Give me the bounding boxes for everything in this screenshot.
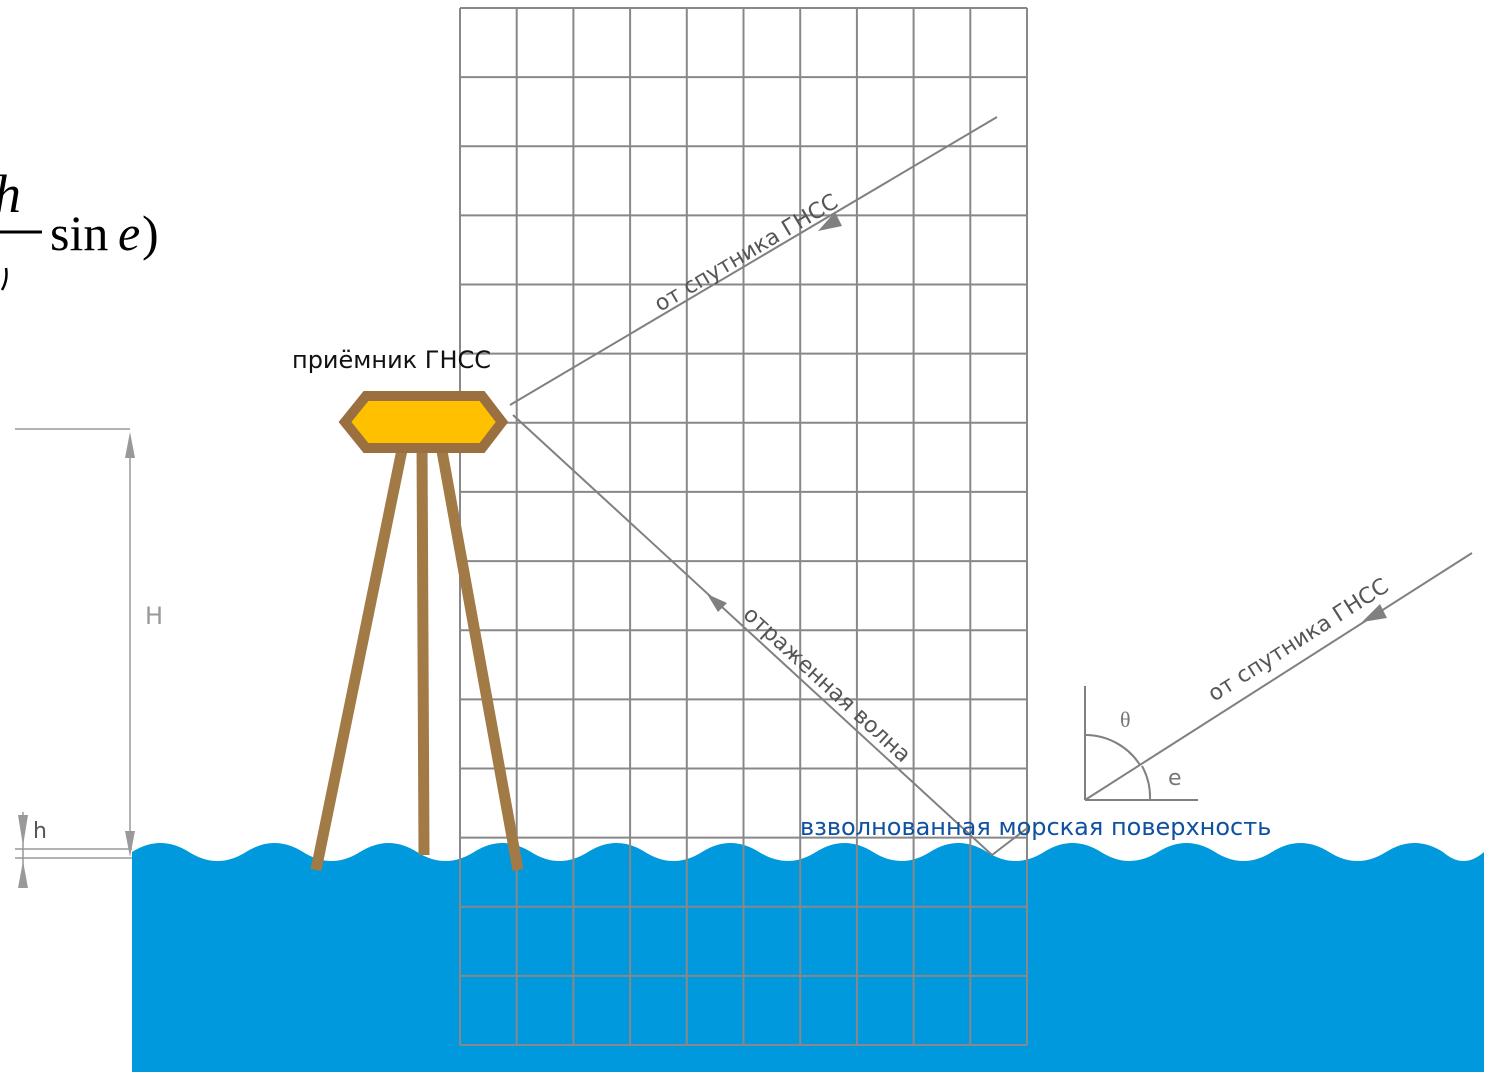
angle-e-arc <box>1141 765 1152 801</box>
ray-direct-upper-arrow <box>818 212 842 231</box>
formula-paren: ) <box>142 205 159 261</box>
formula-h: h <box>0 164 21 224</box>
tripod <box>310 438 524 872</box>
tripod-leg-left <box>310 438 410 872</box>
tripod-leg-middle <box>416 439 430 856</box>
ray-reflected <box>512 414 1031 857</box>
dimension-H-arrow-top <box>125 432 135 458</box>
tripod-leg-right <box>434 439 524 871</box>
label-h: h <box>33 819 47 844</box>
formula-sin: sin <box>50 205 108 261</box>
dimension-h-arrow-bottom <box>18 861 28 888</box>
ray-direct-lower-arrow <box>1362 604 1387 622</box>
ray-direct-lower <box>1084 552 1473 801</box>
label-from-satellite-lower: от спутника ГНСС <box>1204 574 1393 707</box>
dimension-H-arrow-bottom <box>125 831 135 857</box>
formula-fragment: h sin e ) <box>0 164 159 291</box>
angle-construction <box>1084 686 1198 801</box>
angle-theta-arc <box>1084 733 1141 766</box>
label-from-satellite-upper: от спутника ГНСС <box>650 189 842 317</box>
label-receiver: приёмник ГНСС <box>292 346 491 374</box>
ray-direct-upper <box>509 116 998 406</box>
label-theta: θ <box>1120 707 1131 732</box>
dimension-H <box>15 428 135 857</box>
reference-grid <box>459 7 1028 1046</box>
label-H: H <box>145 602 163 630</box>
ray-reflected-arrow <box>707 594 727 612</box>
label-sea-surface: взволнованная морская поверхность <box>800 813 1271 841</box>
dimension-h <box>15 812 132 888</box>
label-e: e <box>1168 766 1182 791</box>
formula-denominator-fragment <box>0 267 8 291</box>
formula-e: e <box>118 205 140 261</box>
sea-water <box>132 843 1484 1072</box>
label-reflected-wave: отраженная волна <box>738 602 915 768</box>
dimension-h-arrow-top <box>18 815 28 846</box>
gnss-receiver-icon <box>338 391 509 453</box>
